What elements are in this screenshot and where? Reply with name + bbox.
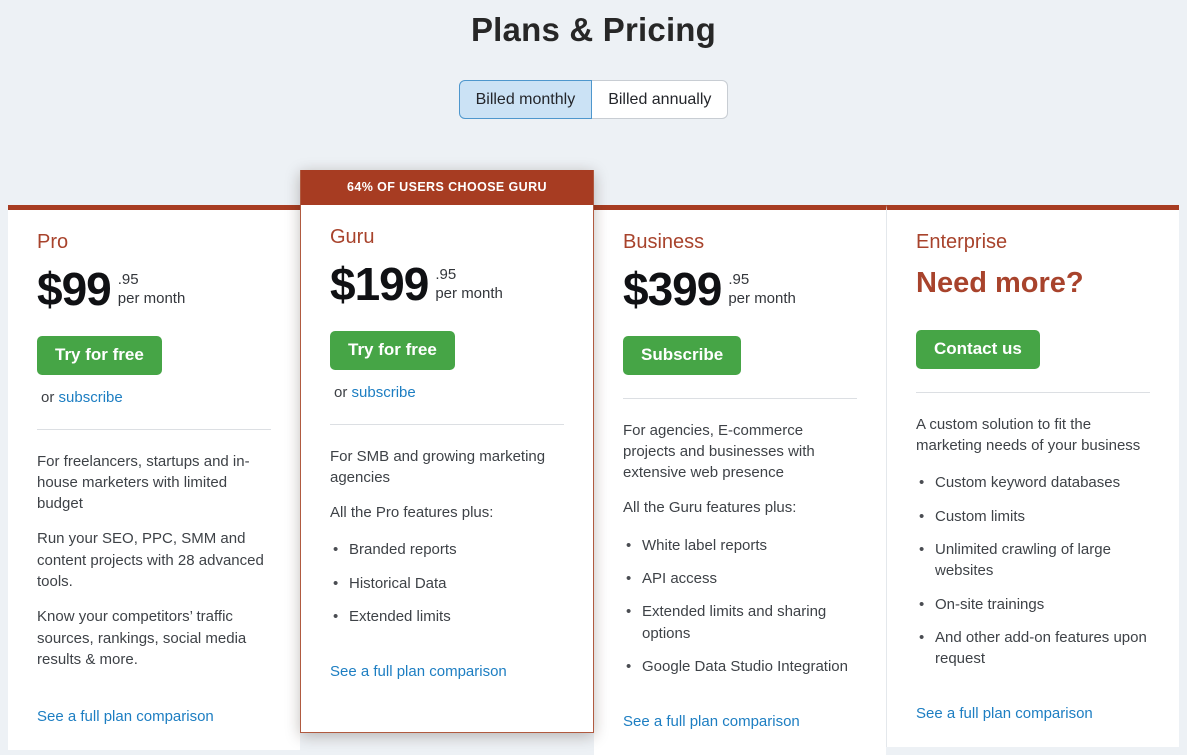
price-cents: .95 [728,271,750,289]
feature-list: Branded reports Historical Data Extended l… [330,539,564,627]
price-value: 399 [647,263,723,316]
plan-card-body: Guru $199 .95 per month Try for free or … [301,205,593,705]
price-side: .95 per month [435,263,503,304]
plan-description-paragraph: For freelancers, startups and in-house m… [37,452,250,513]
divider [916,391,1150,393]
divider [330,423,564,425]
subscribe-link[interactable]: subscribe [58,388,123,406]
price-side: .95 per month [118,268,186,309]
plan-card-enterprise: Enterprise Need more? Contact us A custo… [886,205,1179,748]
cta-button-guru[interactable]: Try for free [330,331,455,370]
secondary-cta: or subscribe [41,389,271,406]
plan-comparison-link[interactable]: See a full plan comparison [330,663,507,681]
plan-card-body: Pro $99 .95 per month Try for free or su… [8,210,300,750]
billed-monthly-button[interactable]: Billed monthly [458,80,593,120]
price-currency: $ [623,263,649,316]
price-currency: $ [37,263,63,316]
price-period: per month [117,290,186,308]
plan-description-paragraph: Know your competitors’ traffic sources, … [37,608,247,668]
feature-item: Historical Data [330,573,564,595]
price-amount: $99 [37,266,112,312]
plan-comparison-link[interactable]: See a full plan comparison [623,713,800,731]
plan-description: For agencies, E-commerce projects and bu… [623,420,857,519]
feature-item: Extended limits [330,606,564,628]
feature-item: White label reports [623,535,857,557]
cta-row: Contact us [916,330,1150,369]
plan-description-paragraph: All the Pro features plus: [330,504,494,522]
feature-item: And other add-on features upon request [916,627,1150,670]
price-cents: .95 [435,266,457,284]
secondary-cta: or subscribe [334,384,564,401]
plan-card-pro: Pro $99 .95 per month Try for free or su… [8,205,300,751]
price-value: 99 [61,263,112,316]
feature-list: White label reports API access Extended li… [623,535,857,678]
feature-item: Custom keyword databases [916,472,1150,494]
featured-banner: 64% OF USERS CHOOSE GURU [301,170,593,206]
feature-item: Google Data Studio Integration [623,656,857,678]
cta-button-pro[interactable]: Try for free [37,336,162,375]
cta-row: Subscribe [623,336,857,375]
price-amount: $199 [330,261,429,307]
price-side: .95 per month [728,268,796,309]
plan-description-paragraph: A custom solution to fit the marketing n… [916,415,1141,455]
subscribe-link[interactable]: subscribe [351,383,416,401]
plan-description-paragraph: For SMB and growing marketing agencies [330,447,546,486]
cta-row: Try for free [37,336,271,375]
plan-price: $399 .95 per month [623,266,857,312]
billing-toggle-wrap: Billed monthly Billed annually [0,80,1187,120]
price-currency: $ [330,258,356,311]
plan-name: Pro [37,231,69,254]
price-cents: .95 [117,271,139,289]
plan-card-body: Business $399 .95 per month Subscribe Fo… [594,210,886,755]
price-period: per month [435,285,503,303]
plan-price: $199 .95 per month [330,261,564,307]
plan-headline: Need more? [916,267,1084,300]
cta-row: Try for free [330,331,564,370]
plan-name: Business [623,231,705,254]
plan-card-guru: 64% OF USERS CHOOSE GURU Guru $199 .95 p… [300,170,594,734]
plan-name: Enterprise [916,231,1008,254]
plan-comparison-link[interactable]: See a full plan comparison [37,708,214,726]
billing-toggle: Billed monthly Billed annually [458,80,729,120]
cta-button-enterprise[interactable]: Contact us [916,330,1040,369]
plans-row: Pro $99 .95 per month Try for free or su… [8,170,1179,755]
price-value: 199 [354,258,430,311]
page-title: Plans & Pricing [470,11,717,48]
feature-item: Custom limits [916,506,1150,528]
feature-item: On-site trainings [916,594,1150,616]
plan-description: For SMB and growing marketing agencies Al… [330,446,564,524]
feature-item: Extended limits and sharing options [623,601,857,644]
divider [37,428,271,430]
plan-description: For freelancers, startups and in-house m… [37,451,271,671]
feature-item: Branded reports [330,539,564,561]
price-period: per month [728,290,796,308]
plan-card-body: Enterprise Need more? Contact us A custo… [887,210,1179,747]
price-amount: $399 [623,266,722,312]
plan-name: Guru [330,226,375,249]
plan-price: $99 .95 per month [37,266,271,312]
feature-item: API access [623,568,857,590]
secondary-prefix: or [41,388,55,406]
secondary-prefix: or [334,383,348,401]
plan-comparison-link[interactable]: See a full plan comparison [916,705,1093,723]
pricing-page: Plans & Pricing Billed monthly Billed an… [0,9,1187,755]
plan-description-paragraph: For agencies, E-commerce projects and bu… [623,421,815,482]
cta-button-business[interactable]: Subscribe [623,336,742,375]
billed-annually-button[interactable]: Billed annually [592,80,729,120]
feature-item: Unlimited crawling of large websites [916,539,1150,582]
plan-description-paragraph: Run your SEO, PPC, SMM and content proje… [37,530,264,590]
plan-description-paragraph: All the Guru features plus: [623,499,797,517]
plan-card-business: Business $399 .95 per month Subscribe Fo… [594,205,886,755]
divider [623,397,857,399]
feature-list: Custom keyword databases Custom limits Unl… [916,472,1150,669]
plan-description: A custom solution to fit the marketing n… [916,414,1150,457]
